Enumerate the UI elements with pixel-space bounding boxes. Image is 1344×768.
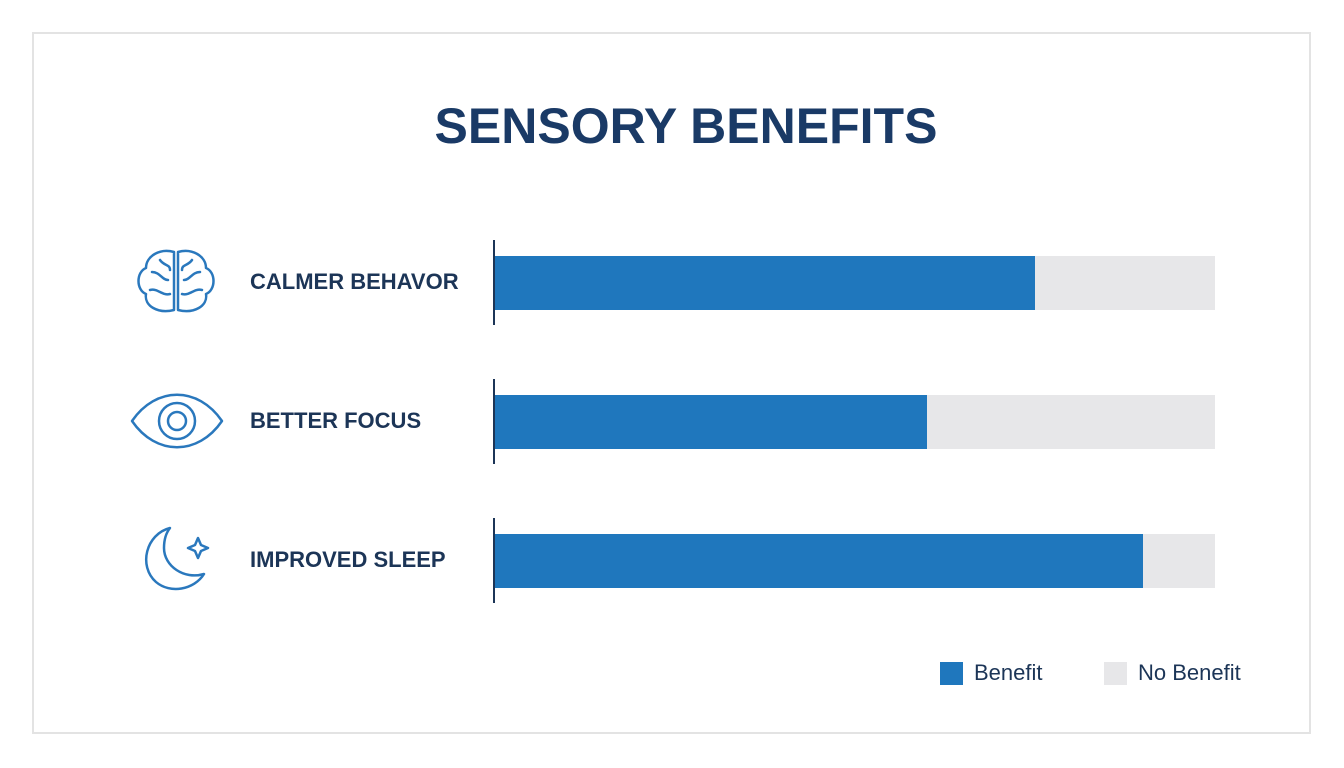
bar-segment [927, 395, 1215, 449]
bar-segment [495, 534, 1143, 588]
eye-icon [130, 393, 224, 449]
legend-label: No Benefit [1138, 660, 1241, 685]
bar-segment [495, 395, 927, 449]
legend-label: Benefit [974, 660, 1043, 685]
moon-icon [144, 526, 210, 591]
legend-swatch [1104, 662, 1127, 685]
chart-title: SENSORY BENEFITS [435, 98, 938, 154]
category-label: BETTER FOCUS [250, 408, 421, 433]
category-label: IMPROVED SLEEP [250, 547, 446, 572]
bar-segment [1143, 534, 1215, 588]
legend-swatch [940, 662, 963, 685]
card [32, 32, 1311, 734]
bar-segment [495, 256, 1035, 310]
bar-segment [1035, 256, 1215, 310]
brain-icon [137, 249, 215, 313]
category-label: CALMER BEHAVOR [250, 269, 459, 294]
